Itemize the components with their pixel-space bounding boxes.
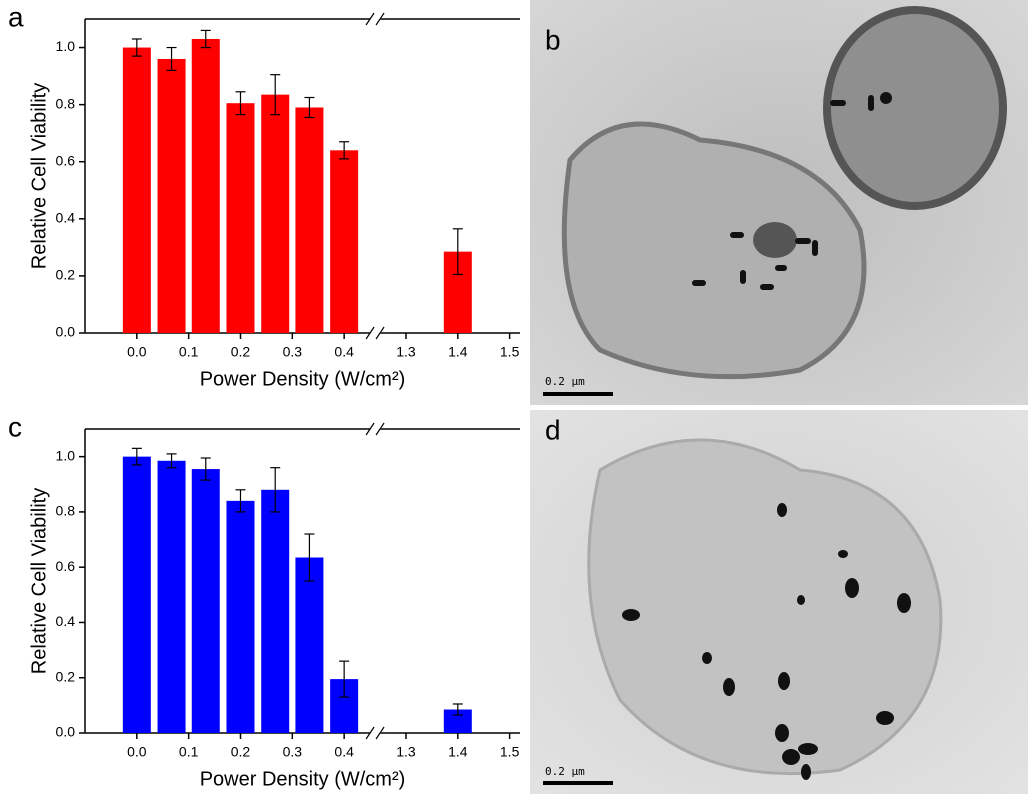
bar <box>191 38 220 334</box>
x-tick-label: 0.2 <box>231 744 251 760</box>
axis-break <box>375 422 385 436</box>
panel-label: d <box>545 414 561 445</box>
x-tick-label: 1.5 <box>500 344 520 360</box>
bar <box>261 94 290 334</box>
axis-break <box>375 726 385 740</box>
y-tick-label: 0.0 <box>56 724 76 740</box>
bar <box>157 58 186 334</box>
scale-bar-label: 0.2 μm <box>545 375 585 388</box>
axis-break <box>365 12 375 26</box>
x-axis-title: Power Density (W/cm²) <box>200 368 406 390</box>
panel-label: a <box>8 1 24 32</box>
bar <box>295 557 324 733</box>
bar <box>226 500 255 733</box>
y-tick-label: 0.6 <box>56 152 76 168</box>
bar <box>157 460 186 733</box>
panel-label: b <box>545 24 561 55</box>
bar <box>261 489 290 733</box>
y-axis-title: Relative Cell Viability <box>28 488 50 674</box>
bar <box>226 103 255 333</box>
axis-break <box>365 326 375 340</box>
bar <box>122 47 151 333</box>
y-tick-label: 0.4 <box>56 210 76 226</box>
x-tick-label: 1.5 <box>500 744 520 760</box>
y-tick-label: 0.2 <box>56 668 76 684</box>
bar <box>330 150 359 333</box>
x-tick-label: 0.1 <box>179 744 199 760</box>
axis-break <box>375 12 385 26</box>
axis-break <box>375 326 385 340</box>
x-tick-label: 0.0 <box>127 744 147 760</box>
y-tick-label: 0.4 <box>56 613 76 629</box>
x-tick-label: 0.1 <box>179 344 199 360</box>
axis-break <box>365 726 375 740</box>
x-tick-label: 0.4 <box>334 744 354 760</box>
x-tick-label: 0.4 <box>334 344 354 360</box>
x-tick-label: 1.3 <box>396 344 416 360</box>
x-tick-label: 1.4 <box>448 744 468 760</box>
x-tick-label: 0.0 <box>127 344 147 360</box>
tem-image-b <box>530 0 1028 405</box>
x-tick-label: 1.3 <box>396 744 416 760</box>
scale-bar-label: 0.2 μm <box>545 765 585 778</box>
x-tick-label: 0.3 <box>283 344 303 360</box>
y-tick-label: 1.0 <box>56 447 76 463</box>
y-tick-label: 0.8 <box>56 95 76 111</box>
bar <box>122 456 151 733</box>
y-tick-label: 0.2 <box>56 267 76 283</box>
bar <box>295 107 324 333</box>
x-tick-label: 1.4 <box>448 344 468 360</box>
y-axis-title: Relative Cell Viability <box>28 83 50 269</box>
y-tick-label: 1.0 <box>56 38 76 54</box>
bar <box>443 709 472 733</box>
bar <box>191 469 220 733</box>
y-tick-label: 0.6 <box>56 558 76 574</box>
x-tick-label: 0.2 <box>231 344 251 360</box>
y-tick-label: 0.0 <box>56 324 76 340</box>
x-axis-title: Power Density (W/cm²) <box>200 768 406 790</box>
y-tick-label: 0.8 <box>56 503 76 519</box>
x-tick-label: 0.3 <box>283 744 303 760</box>
tem-image-d <box>530 410 1028 794</box>
axis-break <box>365 422 375 436</box>
panel-label: c <box>8 411 22 442</box>
